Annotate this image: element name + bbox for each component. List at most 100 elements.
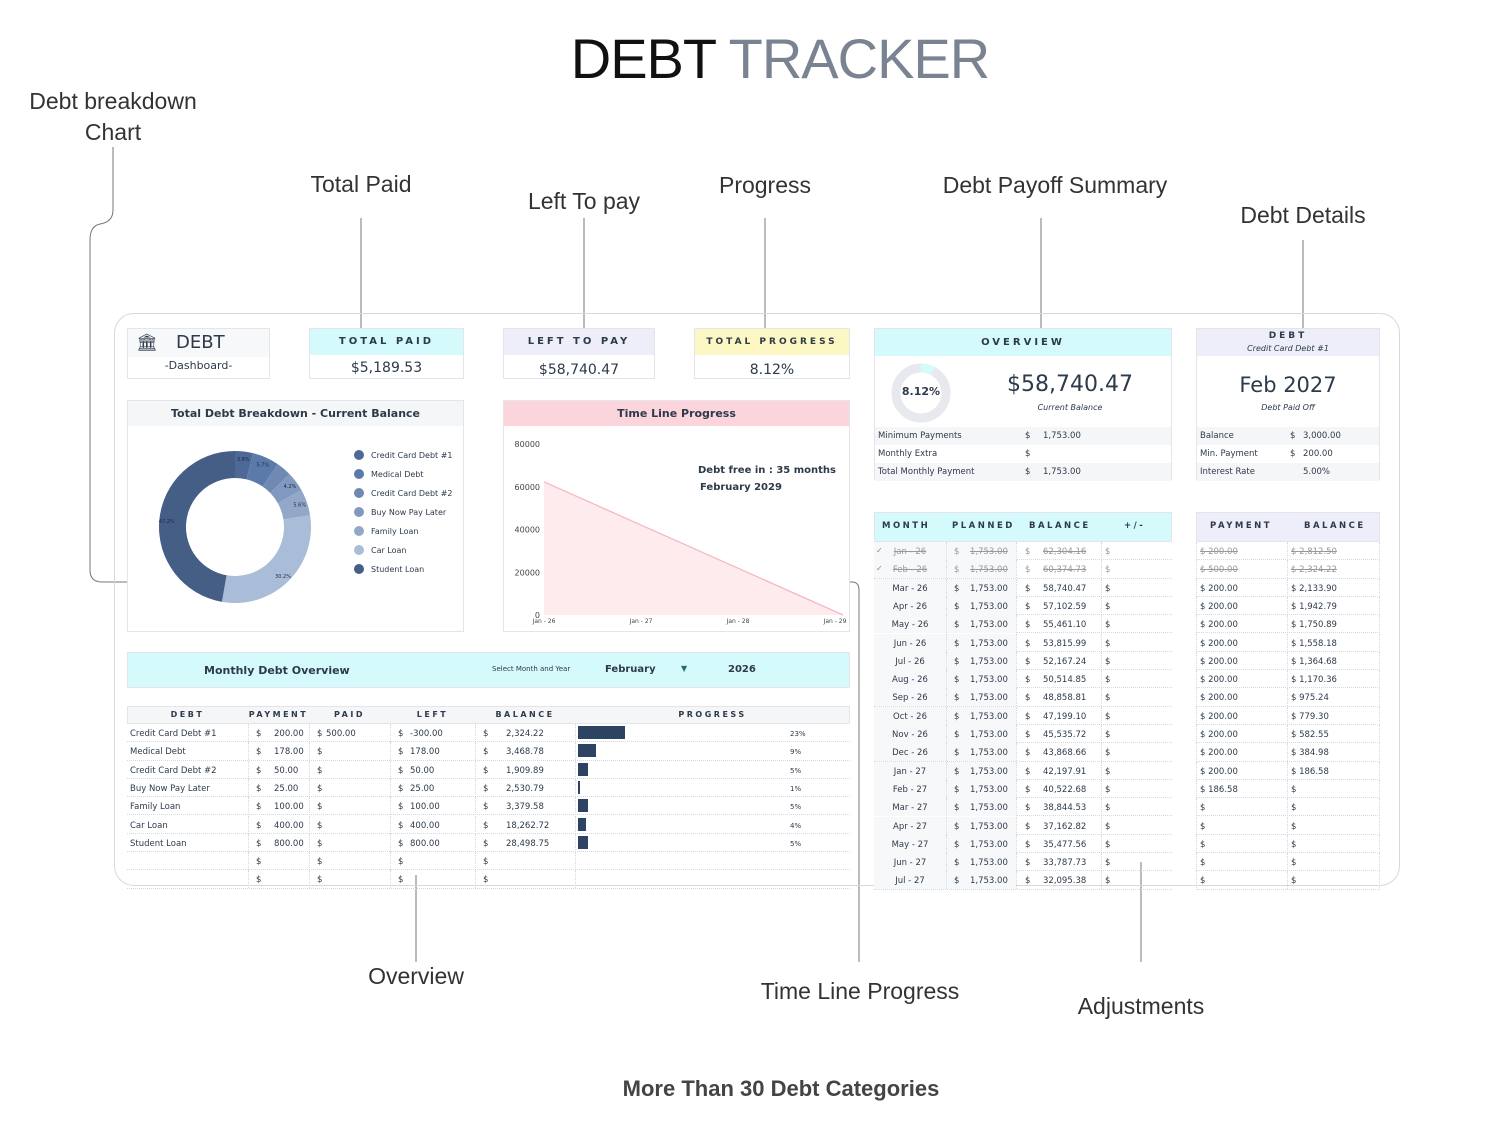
currency-symbol: $: [1025, 784, 1031, 795]
month-label: Mar - 26: [892, 583, 928, 594]
payment-value: $: [1200, 839, 1206, 850]
balance-value: $ 384.98: [1291, 748, 1329, 759]
legend-swatch: [354, 545, 364, 555]
column-divider: [1101, 542, 1102, 560]
y-tick-label: 20000: [515, 568, 540, 577]
adjustment-input[interactable]: $: [1105, 638, 1111, 649]
column-divider: [946, 871, 947, 890]
month-cell-bg: [874, 670, 1016, 689]
month-label: Apr - 27: [893, 821, 927, 832]
adjustment-input[interactable]: $: [1105, 876, 1111, 887]
month-cell-bg: [874, 834, 1016, 853]
debt-selector[interactable]: Credit Card Debt #1: [1247, 344, 1329, 353]
balance-value: 28,498.75: [506, 838, 550, 849]
column-divider: [1101, 688, 1102, 707]
column-divider: [1287, 725, 1288, 743]
adjustment-input[interactable]: $: [1105, 547, 1111, 557]
currency-symbol: $: [1025, 748, 1031, 759]
logo-subtitle: -Dashboard-: [164, 359, 233, 372]
adjustment-input[interactable]: $: [1105, 839, 1111, 850]
debt-schedule-row: $ 200.00 $ 2,133.90: [1196, 578, 1380, 597]
adjustment-input[interactable]: $: [1105, 803, 1111, 814]
annotation-debt-payoff-summary: Debt Payoff Summary: [942, 172, 1168, 198]
adjustment-input[interactable]: $: [1105, 858, 1111, 869]
year-input[interactable]: 2026: [728, 664, 756, 675]
legend-label: Buy Now Pay Later: [371, 508, 447, 517]
column-divider: [1016, 688, 1017, 707]
column-divider: [1287, 871, 1288, 890]
row-value: 3,000.00: [1303, 431, 1341, 441]
month-cell-bg: [874, 743, 1016, 762]
column-divider: [248, 778, 249, 797]
currency-symbol: $: [954, 821, 960, 832]
balance-value: 1,909.89: [506, 765, 544, 776]
monthly-overview-bar: Monthly Debt Overview Select Month and Y…: [127, 652, 850, 688]
adjustment-input[interactable]: $: [1105, 693, 1111, 704]
payment-value: $ 200.00: [1200, 766, 1238, 777]
debt-breakdown-donut-chart: 3.8% Credit Card Debt #1 5.7% Medical Debt C…: [159, 450, 453, 603]
check-icon[interactable]: ✓: [876, 546, 883, 555]
check-icon[interactable]: ✓: [876, 564, 883, 574]
paid-value[interactable]: 500.00: [326, 729, 356, 739]
adjustment-input[interactable]: $: [1105, 784, 1111, 795]
row-value: 200.00: [1303, 449, 1333, 459]
y-tick-label: 60000: [515, 483, 540, 492]
debt-schedule-row: $ 200.00 $ 186.58: [1196, 761, 1380, 780]
balance-value: $ 975.24: [1291, 693, 1329, 704]
adjustment-input[interactable]: $: [1105, 748, 1111, 759]
adjustment-input[interactable]: $: [1105, 565, 1111, 576]
column-divider: [946, 670, 947, 689]
row-label: Total Monthly Payment: [878, 467, 975, 477]
left-value: 100.00: [410, 802, 440, 813]
column-divider: [946, 816, 947, 835]
adjustment-input[interactable]: $: [1105, 766, 1111, 777]
column-header: MONTH: [882, 521, 931, 531]
adjustment-input[interactable]: $: [1105, 675, 1111, 686]
debt-schedule-row: $ $: [1196, 853, 1380, 872]
column-divider: [1101, 651, 1102, 670]
summary-row: Interest Rate 5.00%: [1197, 463, 1379, 481]
currency-symbol: $: [954, 766, 960, 777]
month-cell-bg: [874, 816, 1016, 835]
column-divider: [248, 797, 249, 816]
debt-name: Car Loan: [130, 820, 168, 831]
adjustment-input[interactable]: $: [1105, 656, 1111, 667]
row-currency: $: [1025, 467, 1031, 477]
column-divider: [309, 778, 310, 797]
debt-schedule-row: $ 200.00 $ 779.30: [1196, 706, 1380, 725]
left-value: -300.00: [410, 729, 443, 739]
planned-value: 1,753.00: [970, 821, 1008, 832]
month-label: Jul - 26: [895, 656, 925, 667]
adjustment-input[interactable]: $: [1105, 821, 1111, 832]
donut-slice: [221, 515, 311, 603]
month-cell-bg: [874, 560, 1016, 579]
debt-schedule-row: $ 200.00 $ 582.55: [1196, 725, 1380, 744]
column-divider: [248, 833, 249, 852]
page-title: DEBT TRACKER: [0, 26, 1500, 91]
adjustment-input[interactable]: $: [1105, 620, 1111, 631]
column-divider: [946, 853, 947, 872]
adjustment-input[interactable]: $: [1105, 601, 1111, 612]
donut-slice-label: 5.6%: [293, 503, 306, 509]
donut-slice: [235, 451, 253, 480]
debt-schedule-row: $ $: [1196, 834, 1380, 854]
column-divider: [575, 833, 576, 852]
schedule-row: Apr - 26 $1,753.00 $57,102.59 $: [874, 596, 1172, 616]
summary-row: Min. Payment $200.00: [1197, 445, 1379, 463]
debt-schedule-row: $ $: [1196, 798, 1380, 817]
payment-value: $ 200.00: [1200, 675, 1238, 686]
column-header: LEFT: [416, 710, 449, 719]
adjustment-input[interactable]: $: [1105, 711, 1111, 722]
adjustment-input[interactable]: $: [1105, 583, 1111, 594]
balance-value: $ 779.30: [1291, 711, 1329, 722]
debt-schedule-row: $ 200.00 $ 1,750.89: [1196, 615, 1380, 634]
column-divider: [946, 633, 947, 652]
annotation-debt-details: Debt Details: [1240, 202, 1366, 228]
currency-symbol: $: [1025, 693, 1031, 704]
currency-symbol: $: [1025, 601, 1031, 612]
balance-value: 18,262.72: [506, 820, 550, 831]
adjustment-input[interactable]: $: [1105, 730, 1111, 740]
donut-slice: [262, 464, 290, 493]
month-dropdown[interactable]: February ▼: [598, 658, 698, 682]
progress-percent: 5%: [790, 766, 802, 775]
